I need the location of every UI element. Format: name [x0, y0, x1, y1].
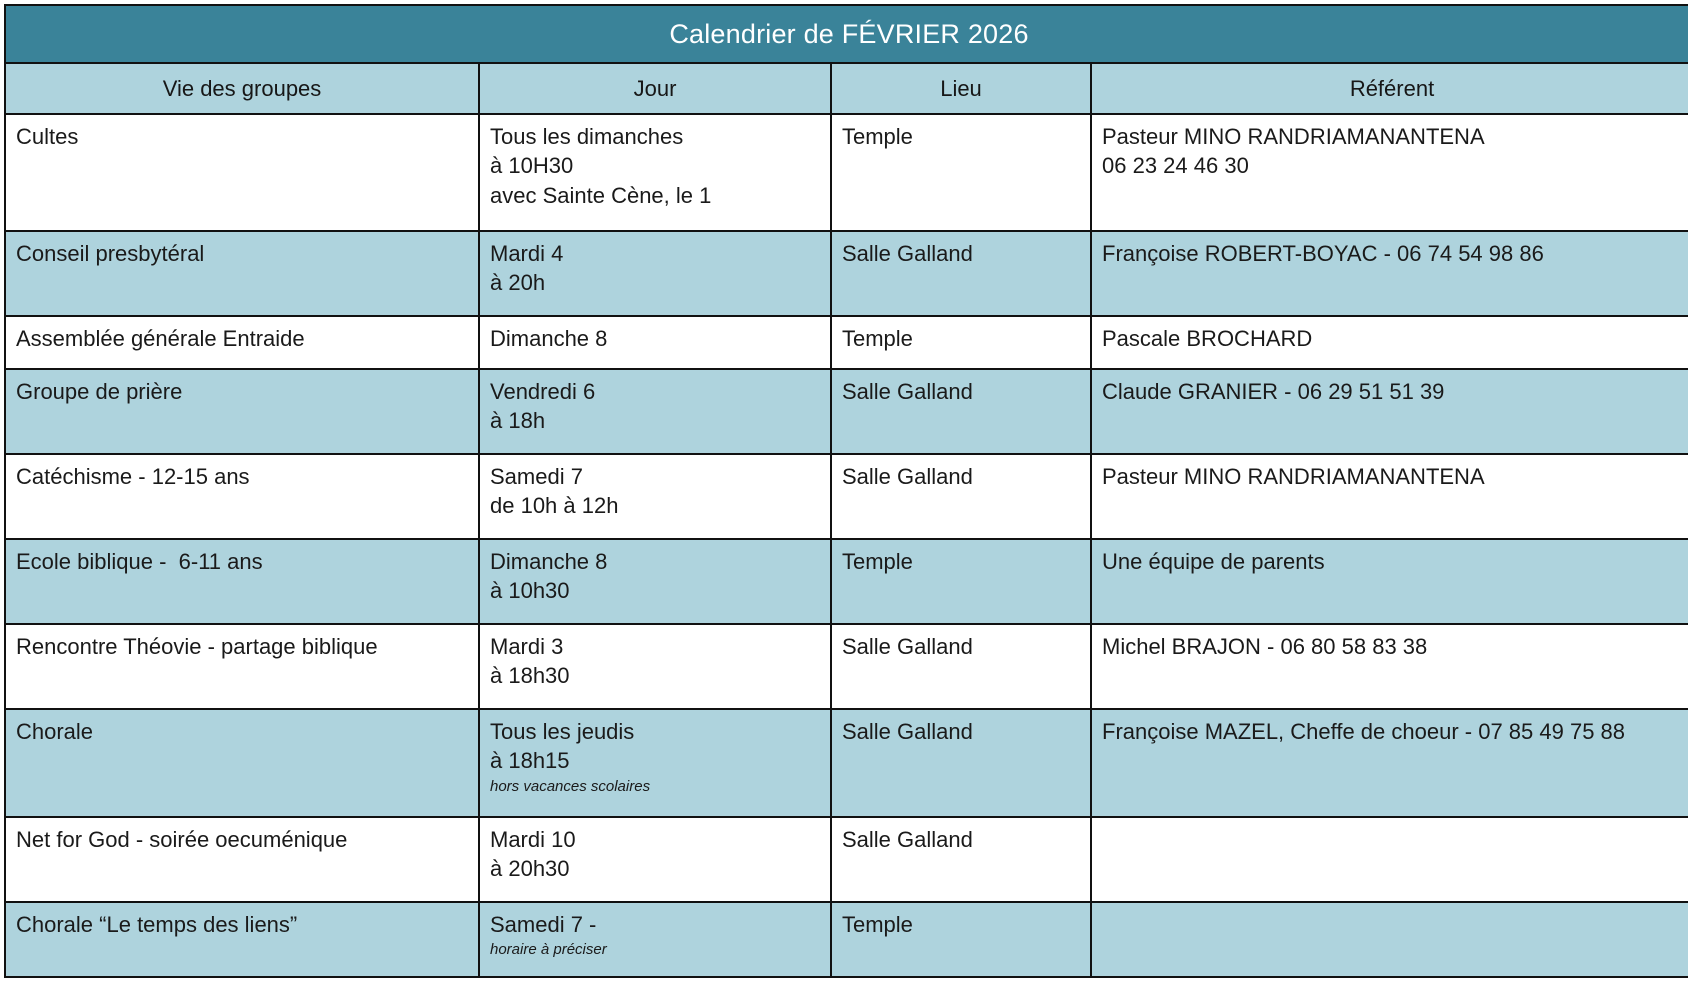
- jour-line: à 10h30: [490, 578, 570, 604]
- jour-line: Tous les jeudis: [490, 719, 635, 745]
- column-header-referent: Référent: [1089, 62, 1688, 115]
- cell-lieu: Salle Galland: [830, 368, 1092, 456]
- table-row: Rencontre Théovie - partage biblique Mard…: [4, 623, 1688, 711]
- cell-lieu: Salle Galland: [830, 815, 1092, 903]
- cell-lieu: Temple: [830, 315, 1092, 371]
- cell-referent: Claude GRANIER - 06 29 51 51 39: [1089, 368, 1688, 456]
- table-row: Chorale “Le temps des liens” Samedi 7 - ho…: [4, 900, 1688, 978]
- jour-line: à 10H30: [490, 153, 574, 179]
- jour-line: Mardi 10: [490, 826, 576, 852]
- referent-line: Pasteur MINO RANDRIAMANANTENA: [1102, 464, 1485, 490]
- cell-vie-des-groupes: Ecole biblique - 6-11 ans: [4, 538, 480, 626]
- cell-jour: Dimanche 8: [478, 315, 832, 371]
- jour-line: à 18h15: [490, 748, 570, 774]
- table-row: Cultes Tous les dimanches à 10H30 avec Sain…: [4, 112, 1688, 233]
- jour-line: Samedi 7 -: [490, 911, 597, 937]
- cell-vie-des-groupes: Catéchisme - 12-15 ans: [4, 453, 480, 541]
- cell-vie-des-groupes: Net for God - soirée oecuménique: [4, 815, 480, 903]
- cell-referent: Une équipe de parents: [1089, 538, 1688, 626]
- table-row: Chorale Tous les jeudis à 18h15 hors vacanc…: [4, 708, 1688, 818]
- cell-referent: Pascale BROCHARD: [1089, 315, 1688, 371]
- jour-line: à 20h: [490, 270, 546, 296]
- table-row: Net for God - soirée oecuménique Mardi 10…: [4, 815, 1688, 903]
- column-header-lieu: Lieu: [830, 62, 1092, 115]
- calendar-body: Cultes Tous les dimanches à 10H30 avec Sain…: [4, 112, 1688, 978]
- jour-line: Dimanche 8: [490, 326, 608, 352]
- cell-jour: Tous les dimanches à 10H30 avec Sainte Cèn…: [478, 112, 832, 233]
- table-row: Catéchisme - 12-15 ans Samedi 7 de 10h à 1…: [4, 453, 1688, 541]
- jour-line: à 20h30: [490, 855, 570, 881]
- referent-line: Une équipe de parents: [1102, 549, 1325, 575]
- jour-line: Vendredi 6: [490, 379, 596, 405]
- calendar-title-row: Calendrier de FÉVRIER 2026: [3, 4, 1688, 64]
- referent-line: Françoise ROBERT-BOYAC - 06 74 54 98 86: [1102, 241, 1544, 267]
- table-row: Groupe de prière Vendredi 6 à 18h Salle Gal…: [4, 368, 1688, 456]
- cell-referent: [1089, 900, 1688, 978]
- cell-referent: Françoise MAZEL, Cheffe de choeur - 07 8…: [1089, 708, 1688, 818]
- column-header-row: Vie des groupes Jour Lieu Référent: [4, 62, 1688, 115]
- column-header-jour: Jour: [478, 62, 832, 115]
- jour-line: à 18h30: [490, 663, 570, 689]
- cell-vie-des-groupes: Chorale: [4, 708, 480, 818]
- cell-vie-des-groupes: Groupe de prière: [4, 368, 480, 456]
- cell-jour: Mardi 10 à 20h30: [478, 815, 832, 903]
- table-row: Assemblée générale Entraide Dimanche 8 Tem…: [4, 315, 1688, 371]
- cell-jour: Dimanche 8 à 10h30: [478, 538, 832, 626]
- cell-vie-des-groupes: Assemblée générale Entraide: [4, 315, 480, 371]
- cell-referent: [1089, 815, 1688, 903]
- cell-referent: Pasteur MINO RANDRIAMANANTENA 06 23 24 46…: [1089, 112, 1688, 233]
- column-header-vie-des-groupes: Vie des groupes: [4, 62, 480, 115]
- cell-lieu: Salle Galland: [830, 708, 1092, 818]
- referent-line: 06 23 24 46 30: [1102, 153, 1249, 179]
- jour-line: Mardi 3: [490, 634, 564, 660]
- cell-lieu: Temple: [830, 112, 1092, 233]
- jour-line: Mardi 4: [490, 241, 564, 267]
- jour-line: avec Sainte Cène, le 1: [490, 182, 712, 208]
- page-title: Calendrier de FÉVRIER 2026: [3, 4, 1688, 64]
- cell-lieu: Temple: [830, 900, 1092, 978]
- cell-jour: Mardi 3 à 18h30: [478, 623, 832, 711]
- cell-lieu: Salle Galland: [830, 230, 1092, 318]
- cell-referent: Michel BRAJON - 06 80 58 83 38: [1089, 623, 1688, 711]
- cell-vie-des-groupes: Chorale “Le temps des liens”: [4, 900, 480, 978]
- table-row: Conseil presbytéral Mardi 4 à 20h Salle Gal…: [4, 230, 1688, 318]
- cell-lieu: Salle Galland: [830, 453, 1092, 541]
- jour-note: hors vacances scolaires: [490, 777, 651, 795]
- cell-jour: Tous les jeudis à 18h15 hors vacances scol…: [478, 708, 832, 818]
- calendar-table: Calendrier de FÉVRIER 2026 Vie des group…: [3, 4, 1688, 978]
- jour-line: Dimanche 8: [490, 549, 608, 575]
- table-row: Ecole biblique - 6-11 ans Dimanche 8 à 10h…: [4, 538, 1688, 626]
- cell-jour: Samedi 7 - horaire à préciser: [478, 900, 832, 978]
- cell-lieu: Salle Galland: [830, 623, 1092, 711]
- cell-referent: Françoise ROBERT-BOYAC - 06 74 54 98 86: [1089, 230, 1688, 318]
- cell-lieu: Temple: [830, 538, 1092, 626]
- cell-vie-des-groupes: Cultes: [4, 112, 480, 233]
- referent-line: Claude GRANIER - 06 29 51 51 39: [1102, 379, 1445, 405]
- referent-line: Pascale BROCHARD: [1102, 326, 1313, 352]
- referent-line: Pasteur MINO RANDRIAMANANTENA: [1102, 124, 1485, 149]
- referent-line: Françoise MAZEL, Cheffe de choeur - 07 8…: [1102, 719, 1626, 745]
- jour-line: Samedi 7: [490, 464, 583, 490]
- cell-jour: Samedi 7 de 10h à 12h: [478, 453, 832, 541]
- cell-vie-des-groupes: Rencontre Théovie - partage biblique: [4, 623, 480, 711]
- jour-line: à 18h: [490, 408, 546, 434]
- jour-line: de 10h à 12h: [490, 493, 619, 519]
- jour-line: Tous les dimanches: [490, 124, 684, 149]
- cell-vie-des-groupes: Conseil presbytéral: [4, 230, 480, 318]
- jour-note: horaire à préciser: [490, 940, 607, 958]
- cell-jour: Mardi 4 à 20h: [478, 230, 832, 318]
- cell-referent: Pasteur MINO RANDRIAMANANTENA: [1089, 453, 1688, 541]
- referent-line: Michel BRAJON - 06 80 58 83 38: [1102, 634, 1428, 660]
- cell-jour: Vendredi 6 à 18h: [478, 368, 832, 456]
